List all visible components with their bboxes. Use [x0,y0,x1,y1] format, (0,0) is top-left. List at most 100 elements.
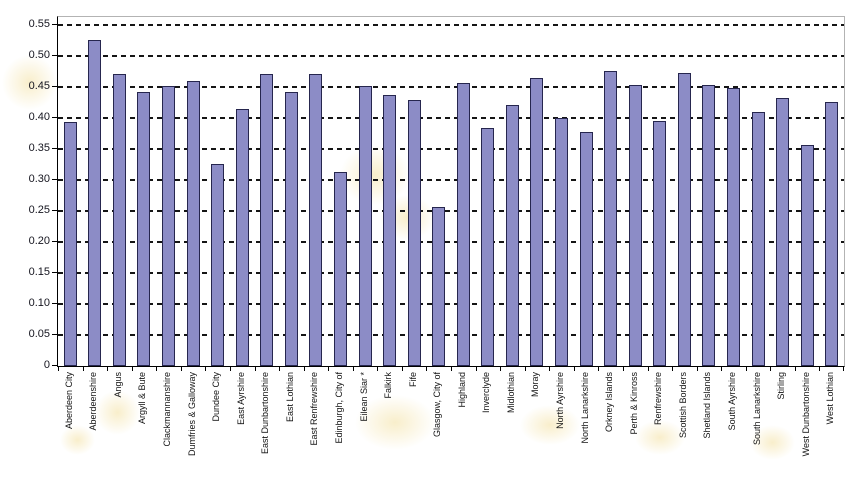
x-axis-label: Argyll & Bute [137,372,148,425]
x-axis-label: Scottish Borders [677,372,688,439]
y-axis-label: 0.30 [28,172,50,185]
x-axis-label: Moray [530,372,541,398]
y-axis-label: 0.20 [28,234,50,247]
y-axis-tick [52,85,57,87]
x-axis-tick [672,366,673,371]
x-axis-label: Inverclyde [481,372,492,414]
y-axis-label: 0.05 [28,327,50,340]
bar-shetland-islands [702,85,716,366]
bar-renfrewshire [653,121,667,366]
y-axis-tick [52,23,57,25]
x-axis-label: North Lanarkshire [579,372,590,444]
x-axis-tick [304,366,305,371]
bar-inverclyde [481,128,495,366]
x-axis-tick [819,366,820,371]
y-axis-label: 0.35 [28,141,50,154]
y-axis-label: 0.25 [28,203,50,216]
x-axis-label: South Lanarkshire [751,372,762,446]
bar-east-ayrshire [235,109,249,366]
y-axis-tick [52,209,57,211]
bar-aberdeenshire [88,40,102,366]
x-axis-tick [648,366,649,371]
x-axis-label: Dumfries & Galloway [186,372,197,457]
x-axis-label: Midlothian [505,372,516,414]
bar-west-lothian [825,102,839,366]
bar-falkirk [383,95,397,366]
x-axis-label: Aberdeenshire [88,372,99,431]
x-axis-tick [402,366,403,371]
bar-glasgow-city-of [432,207,446,366]
bar-west-dunbartonshire [800,145,814,366]
x-axis-tick [328,366,329,371]
bar-fife [407,100,421,366]
bar-clackmannanshire [162,86,176,366]
x-axis-tick [843,366,844,371]
bar-midlothian [505,105,519,366]
x-axis-tick [623,366,624,371]
y-axis-label: 0.45 [28,79,50,92]
bar-stirling [776,98,790,366]
y-axis-label: 0.40 [28,110,50,123]
x-axis-tick [205,366,206,371]
gridline-0.55 [58,23,844,26]
x-axis-tick [770,366,771,371]
y-axis-label: 0.50 [28,48,50,61]
y-axis-tick [52,302,57,304]
x-axis-label: North Ayrshire [555,372,566,429]
x-axis-tick [525,366,526,371]
bar-argyll-bute [137,92,151,366]
y-axis-label: 0.55 [28,17,50,30]
bar-orkney-islands [604,71,618,366]
x-axis-tick [255,366,256,371]
x-axis-label: Edinburgh, City of [333,372,344,444]
bar-highland [456,83,470,366]
x-axis-tick [721,366,722,371]
bar-north-lanarkshire [579,132,593,366]
y-axis-tick [52,54,57,56]
x-axis-tick [83,366,84,371]
bar-scottish-borders [677,73,691,366]
y-axis-tick [52,147,57,149]
x-axis-label: Highland [456,372,467,408]
x-axis-tick [697,366,698,371]
y-axis-label: 0.15 [28,265,50,278]
x-axis-tick [132,366,133,371]
x-axis-tick [426,366,427,371]
x-axis-tick [746,366,747,371]
x-axis-label: Renfrewshire [653,372,664,426]
gridline-0.50 [58,54,844,57]
y-axis-tick [52,365,57,366]
x-axis-label: Falkirk [383,372,394,399]
x-axis-label: Orkney Islands [604,372,615,433]
plot-area [52,16,845,371]
x-axis-tick [598,366,599,371]
x-axis-tick [156,366,157,371]
x-axis-label: East Ayrshire [235,372,246,425]
x-axis-tick [181,366,182,371]
bar-east-dunbartonshire [260,74,274,366]
x-axis-label: Dundee City [211,372,222,422]
x-axis-tick [58,366,59,371]
bar-south-ayrshire [726,88,740,366]
x-axis-tick [377,366,378,371]
bar-south-lanarkshire [751,112,765,366]
x-axis-tick [574,366,575,371]
x-axis-tick [500,366,501,371]
x-axis-tick [353,366,354,371]
x-axis-label: Fife [407,372,418,388]
bar-north-ayrshire [555,118,569,366]
x-axis-label: Glasgow, City of [432,372,443,438]
x-axis-label: East Renfrewshire [309,372,320,446]
y-axis-tick [52,116,57,118]
x-axis-label: East Dunbartonshire [260,372,271,455]
y-axis-tick [52,240,57,242]
x-axis-tick [107,366,108,371]
x-axis-tick [451,366,452,371]
x-axis-label: West Lothian [825,372,836,425]
x-axis-label: South Ayrshire [726,372,737,431]
bar-dumfries-galloway [186,81,200,366]
y-axis-tick [52,333,57,335]
bar-angus [112,74,126,366]
x-axis-label: West Dunbartonshire [800,372,811,457]
